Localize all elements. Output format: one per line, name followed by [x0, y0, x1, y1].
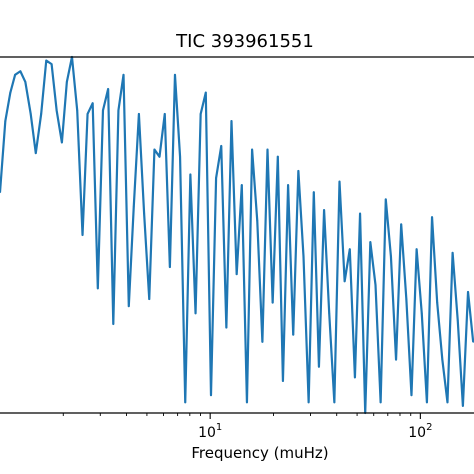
series-point	[426, 401, 428, 404]
series-point	[415, 248, 418, 251]
series-point	[55, 109, 58, 112]
series-point	[220, 145, 223, 147]
series-point	[112, 323, 115, 325]
series-point	[276, 155, 279, 158]
series-point	[400, 223, 403, 226]
series-point	[107, 88, 110, 90]
series-point	[338, 180, 341, 183]
series-point	[194, 312, 197, 315]
series-point	[318, 365, 320, 368]
series-point	[446, 401, 449, 404]
series-point	[395, 358, 397, 361]
series-point	[261, 340, 264, 343]
series-point	[122, 73, 125, 76]
series-point	[420, 312, 423, 315]
series-point	[328, 312, 331, 315]
series-point	[127, 305, 130, 308]
series-point	[354, 376, 356, 379]
series-point	[81, 234, 84, 236]
series-point	[29, 113, 32, 115]
series-point	[34, 152, 37, 155]
series-point	[102, 109, 104, 112]
series-point	[343, 280, 346, 283]
series-point	[19, 70, 22, 73]
series-point	[230, 120, 233, 122]
series-point	[312, 191, 315, 194]
series-point	[45, 59, 48, 62]
series-point	[266, 148, 269, 151]
series-point	[374, 283, 377, 286]
series-point	[174, 73, 176, 76]
series-point	[456, 319, 459, 322]
series-point	[410, 394, 413, 397]
series-point	[348, 248, 351, 251]
series-point	[210, 394, 212, 397]
series-point	[76, 109, 79, 112]
series-point	[86, 113, 89, 115]
series-point	[14, 73, 17, 76]
series-point	[297, 170, 300, 172]
series-point	[143, 212, 146, 215]
x-axis-label: Frequency (muHz)	[191, 444, 328, 462]
series-point	[153, 148, 156, 151]
series-point	[96, 287, 99, 290]
series-point	[323, 209, 325, 211]
series-point	[292, 333, 295, 336]
series-point	[9, 91, 12, 94]
series-point	[179, 155, 181, 158]
series-point	[431, 216, 433, 219]
series-point	[148, 298, 151, 300]
series-point	[390, 255, 392, 258]
chart-title: TIC 393961551	[175, 31, 314, 52]
series-point	[282, 380, 284, 382]
series-point	[436, 301, 439, 304]
series-point	[189, 173, 192, 176]
series-point	[235, 273, 238, 276]
series-point	[302, 255, 305, 258]
series-point	[405, 298, 408, 300]
series-point	[91, 102, 94, 105]
series-point	[0, 191, 1, 194]
series-point	[271, 301, 274, 304]
series-point	[461, 404, 464, 407]
series-point	[333, 401, 336, 404]
series-point	[215, 177, 217, 179]
series-point	[117, 109, 120, 112]
series-point	[138, 113, 140, 115]
series-point	[369, 241, 372, 244]
series-point	[199, 113, 202, 115]
series-point	[359, 212, 361, 215]
series-point	[184, 401, 187, 404]
series-point	[4, 120, 7, 122]
series-point	[132, 205, 135, 208]
x-tick-label: 101	[198, 422, 222, 441]
x-tick-label: 102	[408, 422, 432, 441]
series-point	[60, 141, 63, 144]
series-point	[163, 113, 166, 115]
series-point	[256, 219, 259, 222]
series-point	[307, 401, 310, 404]
series-point	[467, 291, 469, 293]
series-point	[240, 184, 243, 187]
series-point	[168, 266, 171, 268]
series-point	[204, 91, 207, 94]
series-point	[451, 251, 454, 254]
series-point	[384, 198, 387, 201]
series-point	[251, 148, 254, 151]
series-point	[246, 401, 248, 404]
series-point	[287, 184, 289, 187]
series-point	[379, 401, 382, 404]
x-ticks: 101 102	[62, 413, 432, 441]
series-point	[24, 81, 27, 83]
series-point	[225, 326, 228, 329]
series-point	[65, 81, 68, 83]
series-point	[158, 155, 161, 158]
series-point	[441, 358, 444, 361]
series-point	[40, 113, 43, 115]
series-point	[50, 63, 53, 66]
